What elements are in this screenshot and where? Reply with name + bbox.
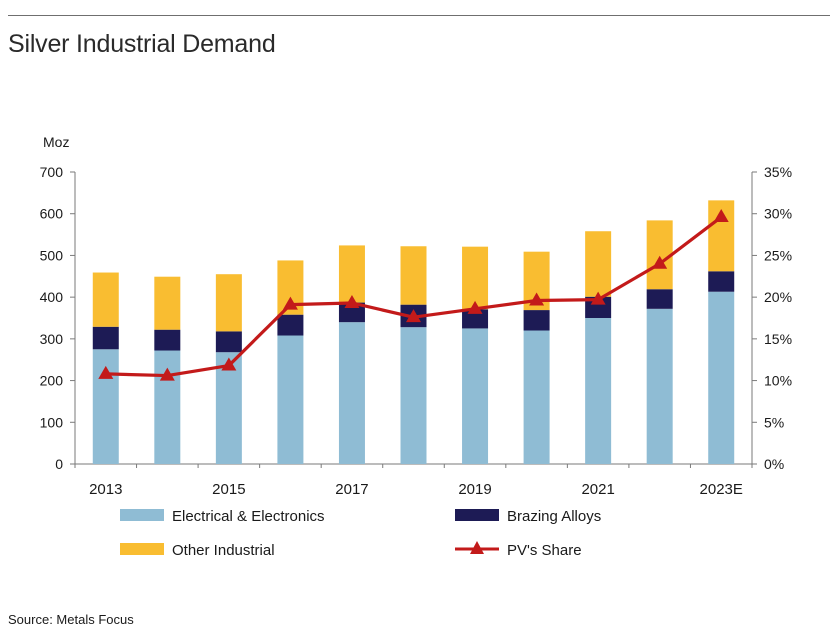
bar-brazing-alloys [92, 326, 119, 350]
y-tick-label-left: 500 [40, 247, 64, 263]
bar-brazing-alloys [708, 271, 735, 292]
y-tick-label-right: 30% [764, 206, 792, 222]
x-tick-label: 2019 [458, 481, 491, 498]
bar-brazing-alloys [154, 329, 181, 351]
bar-other-industrial [646, 220, 673, 290]
bar-electrical-electronics [215, 352, 242, 464]
x-tick-label: 2017 [335, 481, 368, 498]
y-tick-label-right: 5% [764, 414, 784, 430]
y-tick-label-right: 0% [764, 456, 784, 472]
bar-brazing-alloys [523, 310, 550, 331]
bar-other-industrial [338, 245, 365, 303]
bar-brazing-alloys [277, 314, 304, 336]
bar-other-industrial [154, 276, 181, 330]
y-tick-label-right: 20% [764, 289, 792, 305]
bar-other-industrial [585, 231, 612, 297]
bar-electrical-electronics [462, 328, 489, 464]
bar-other-industrial [215, 274, 242, 332]
bar-electrical-electronics [708, 291, 735, 464]
y-tick-label-left: 600 [40, 206, 64, 222]
top-rule [8, 15, 830, 16]
x-tick-label: 2015 [212, 481, 245, 498]
pv-share-marker [529, 292, 545, 306]
x-tick-label: 2023E [700, 481, 743, 498]
y-tick-label-left: 300 [40, 331, 64, 347]
y-tick-label-left: 200 [40, 373, 64, 389]
y-tick-label-left: 700 [40, 164, 64, 180]
x-tick-label: 2013 [89, 481, 122, 498]
legend-label: PV's Share [507, 542, 582, 559]
y-tick-label-right: 25% [764, 247, 792, 263]
bar-brazing-alloys [646, 289, 673, 309]
pv-share-marker [159, 367, 175, 381]
legend-label: Brazing Alloys [507, 508, 601, 525]
legend-swatch [455, 509, 499, 521]
source-note: Source: Metals Focus [8, 612, 134, 627]
y-tick-label-right: 15% [764, 331, 792, 347]
y-tick-label-left: 0 [55, 456, 63, 472]
x-tick-label: 2021 [581, 481, 614, 498]
bar-other-industrial [462, 246, 489, 310]
y-tick-label-right: 10% [764, 373, 792, 389]
bar-electrical-electronics [585, 318, 612, 464]
legend-marker [470, 541, 484, 554]
y-tick-label-right: 35% [764, 164, 792, 180]
bar-other-industrial [92, 272, 119, 327]
bar-electrical-electronics [646, 308, 673, 464]
pv-share-marker [652, 255, 668, 269]
legend-swatch [120, 543, 164, 555]
pv-share-marker [590, 291, 606, 305]
pv-share-marker [406, 309, 421, 323]
pv-share-marker [98, 365, 114, 379]
bar-electrical-electronics [400, 327, 427, 464]
y-tick-label-left: 100 [40, 414, 64, 430]
bar-electrical-electronics [523, 330, 550, 464]
legend-label: Electrical & Electronics [172, 508, 325, 525]
pv-share-marker [282, 296, 298, 310]
pv-share-marker [713, 209, 729, 223]
pv-share-marker [467, 300, 483, 314]
legend-label: Other Industrial [172, 542, 275, 559]
legend-swatch [120, 509, 164, 521]
y-axis-label: Moz [43, 134, 69, 150]
bar-electrical-electronics [338, 322, 365, 464]
pv-share-marker [344, 294, 360, 308]
bar-other-industrial [400, 246, 427, 305]
bar-brazing-alloys [462, 309, 489, 329]
bar-brazing-alloys [585, 296, 612, 318]
chart: 0 100 200 300 400 500 600 700 0% 5% 10% 15% 20% 25% 30… [40, 134, 792, 559]
bar-brazing-alloys [215, 331, 242, 353]
chart-title: Silver Industrial Demand [8, 30, 276, 58]
y-tick-label-left: 400 [40, 289, 64, 305]
bar-electrical-electronics [277, 335, 304, 464]
bar-electrical-electronics [154, 350, 181, 464]
pv-share-marker [221, 357, 237, 371]
